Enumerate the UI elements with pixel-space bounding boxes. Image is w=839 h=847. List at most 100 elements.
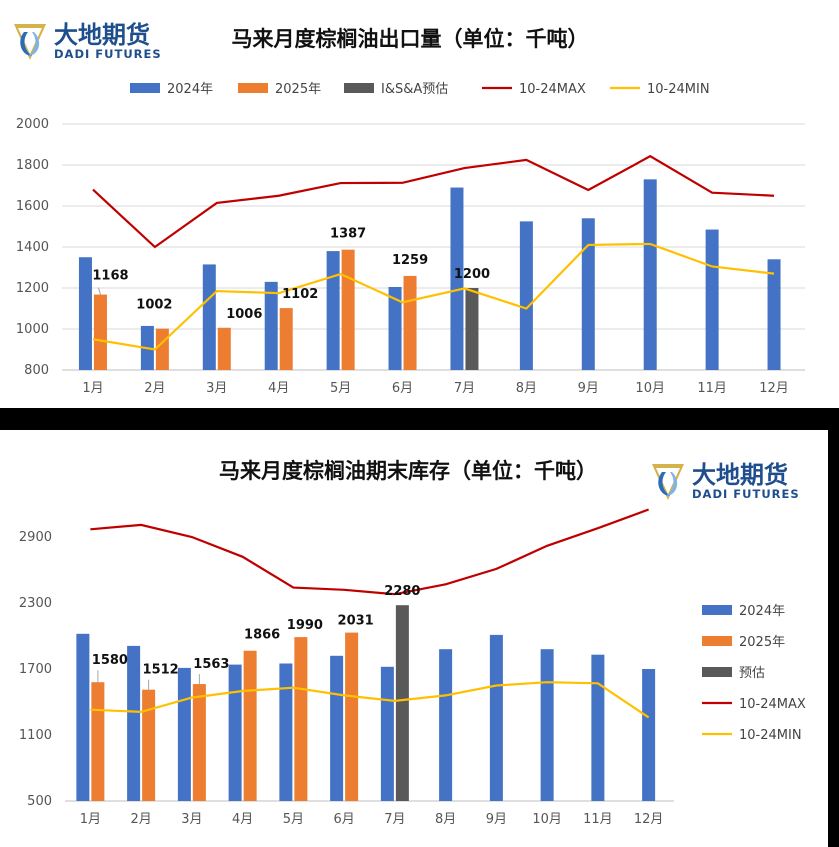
bar-2024年	[439, 649, 453, 801]
bar-2024年	[228, 664, 242, 801]
bar-2024年	[202, 264, 216, 370]
x-tick-label: 2月	[130, 812, 151, 827]
data-label: 1387	[330, 227, 366, 242]
bar-2024年	[591, 654, 605, 801]
x-tick-label: 9月	[486, 812, 507, 827]
chart-title: 马来月度棕榈油期末库存（单位：千吨）	[219, 458, 597, 483]
y-tick-label: 1800	[16, 158, 49, 173]
inventory-chart-panel: 大地期货 DADI FUTURES 马来月度棕榈油期末库存（单位：千吨） 500 110…	[0, 430, 828, 847]
data-label: 1006	[226, 307, 262, 322]
line-10-24MIN	[90, 681, 650, 719]
legend-label: 2025年	[275, 82, 321, 97]
bar-2024年	[177, 667, 191, 801]
legend-swatch	[130, 83, 160, 93]
logo-text-en: DADI FUTURES	[54, 47, 162, 61]
x-tick-label: 10月	[532, 812, 562, 827]
x-tick-label: 11月	[583, 812, 613, 827]
x-tick-label: 10月	[635, 381, 665, 396]
legend-label: I&S&A预估	[381, 82, 448, 97]
bar-2024年	[76, 633, 90, 801]
x-tick-label: 8月	[516, 381, 537, 396]
x-tick-label: 4月	[268, 381, 289, 396]
bar-2024年	[540, 649, 554, 801]
bar-2024年	[642, 669, 656, 801]
legend-swatch	[702, 605, 732, 615]
legend-label: 2024年	[739, 604, 785, 619]
x-tick-label: 7月	[384, 812, 405, 827]
x-tick-label: 1月	[80, 812, 101, 827]
bar-2025年	[217, 327, 231, 370]
y-tick-label: 1000	[16, 322, 49, 337]
line-10-24MAX	[92, 154, 775, 249]
bar-2024年	[489, 634, 503, 801]
bar-2024年	[388, 286, 402, 370]
logo-text-cn: 大地期货	[692, 461, 788, 489]
y-tick-label: 1200	[16, 281, 49, 296]
x-tick-label: 6月	[392, 381, 413, 396]
data-label: 2031	[338, 614, 374, 629]
export-chart-panel: 大地期货 DADI FUTURES 马来月度棕榈油出口量（单位：千吨） 800 1000…	[0, 0, 839, 408]
bar-2024年	[581, 218, 595, 370]
bar-2025年	[142, 689, 156, 801]
y-tick-label: 2300	[19, 596, 52, 611]
data-label: 1259	[392, 253, 428, 268]
chart-title: 马来月度棕榈油出口量（单位：千吨）	[232, 26, 589, 51]
logo-text-en: DADI FUTURES	[692, 487, 800, 501]
bar-预估	[395, 605, 409, 801]
data-label: 1866	[244, 628, 280, 643]
y-tick-label: 2000	[16, 117, 49, 132]
y-tick-label: 1100	[19, 728, 52, 743]
x-tick-label: 6月	[333, 812, 354, 827]
bar-2025年	[243, 650, 257, 801]
x-tick-label: 12月	[759, 381, 789, 396]
bar-2024年	[78, 257, 92, 370]
bar-2025年	[403, 275, 417, 370]
legend-label: 10-24MIN	[739, 728, 802, 743]
legend-swatch	[702, 636, 732, 646]
x-tick-label: 1月	[82, 381, 103, 396]
bar-2025年	[341, 249, 355, 370]
legend-label: 10-24MIN	[647, 82, 710, 97]
bar-2024年	[326, 251, 340, 370]
x-tick-label: 8月	[435, 812, 456, 827]
data-label: 1002	[136, 298, 172, 313]
bar-2025年	[279, 308, 293, 370]
logo-icon	[652, 464, 684, 500]
bar-2024年	[643, 179, 657, 370]
y-tick-label: 1400	[16, 240, 49, 255]
logo-text-cn: 大地期货	[54, 21, 150, 49]
x-tick-label: 12月	[634, 812, 664, 827]
legend-swatch	[238, 83, 268, 93]
x-tick-label: 11月	[697, 381, 727, 396]
x-tick-label: 7月	[454, 381, 475, 396]
x-tick-label: 5月	[330, 381, 351, 396]
x-tick-label: 9月	[578, 381, 599, 396]
legend-label: 2025年	[739, 635, 785, 650]
data-label: 1990	[287, 618, 323, 633]
bar-2024年	[519, 221, 533, 370]
legend-label: 10-24MAX	[739, 697, 806, 712]
bar-I&S&A预估	[465, 288, 479, 370]
data-label: 1200	[454, 267, 490, 282]
line-10-24MIN	[92, 242, 775, 351]
bar-2024年	[330, 655, 344, 801]
y-tick-label: 1700	[19, 662, 52, 677]
y-tick-label: 500	[27, 794, 52, 809]
bar-2025年	[192, 684, 206, 801]
x-tick-label: 5月	[283, 812, 304, 827]
data-label: 1168	[92, 269, 128, 284]
bar-2024年	[767, 259, 781, 370]
x-tick-label: 3月	[181, 812, 202, 827]
x-tick-label: 3月	[206, 381, 227, 396]
data-label: 1563	[193, 657, 229, 672]
legend-swatch	[344, 83, 374, 93]
bar-2024年	[279, 663, 293, 801]
data-label: 1580	[92, 653, 128, 668]
bar-2024年	[705, 229, 719, 370]
bar-2024年	[264, 281, 278, 370]
bar-2025年	[345, 632, 359, 801]
